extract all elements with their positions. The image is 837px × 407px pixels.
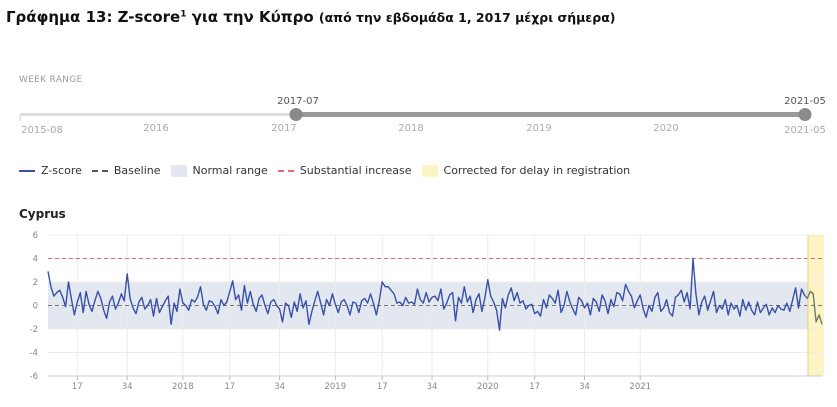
x-tick-label: 17 [72,382,83,392]
chart-title: Cyprus [19,207,66,221]
legend-item-normal-range[interactable]: Normal range [170,164,268,177]
y-tick-label: 6 [33,231,38,241]
z-score-corrected-segment [803,290,823,325]
range-end-value: 2021-05 [784,96,826,107]
legend-item-substantial-increase[interactable]: Substantial increase [277,164,412,177]
range-start-value: 2017-07 [277,96,319,107]
legend-label: Substantial increase [299,164,412,177]
y-tick-label: 0 [33,302,38,312]
x-tick-label: 34 [122,382,133,392]
legend-label: Corrected for delay in registration [443,164,631,177]
x-tick-label: 34 [427,382,438,392]
chart-legend: Z-score Baseline Normal range Substantia… [19,164,640,177]
legend-label: Z-score [41,164,82,177]
range-year-label: 2016 [143,123,168,134]
y-axis: 6 4 2 0 -2 -4 -6 [30,231,38,382]
range-year-label: 2019 [526,123,551,134]
x-axis: 17 34 2018 17 34 2019 17 34 2020 17 34 2021 [48,375,822,392]
x-tick-label: 17 [377,382,388,392]
z-score-chart: 6 4 2 0 -2 -4 -6 17 34 2018 17 34 2019 17 34 2020 17 34 2… [30,231,824,392]
week-range-slider[interactable]: 2017-07 2021-05 2015-08 2021-05 2016 2017… [19,96,826,136]
z-score-series-line [47,257,808,331]
range-end-handle[interactable] [798,108,812,121]
heading-sub: (από την εβδομάδα 1, 2017 μέχρι σήμερα) [318,10,616,25]
corrected-swatch [421,164,438,177]
x-tick-label: 34 [274,382,285,392]
range-start-handle[interactable] [289,108,303,121]
range-year-labels: 2016 2017 2018 2019 2020 [143,123,678,134]
x-tick-label: 2021 [629,382,651,392]
range-selected-track[interactable] [296,112,805,117]
range-axis-start: 2015-08 [21,125,63,136]
legend-label: Baseline [113,164,161,177]
x-tick-label: 17 [529,382,540,392]
range-year-label: 2017 [271,123,296,134]
y-tick-label: -4 [30,349,38,359]
y-tick-label: 4 [33,255,38,265]
x-tick-label: 2018 [172,382,194,392]
zscore-swatch [19,169,35,172]
legend-item-corrected[interactable]: Corrected for delay in registration [421,164,631,177]
y-tick-label: 2 [33,278,38,288]
substantial-increase-swatch [277,169,294,172]
range-year-label: 2018 [398,123,423,134]
normal-range-swatch [170,164,187,177]
heading-middle: για την Κύπρο [186,8,319,26]
range-year-label: 2020 [653,123,678,134]
legend-item-baseline[interactable]: Baseline [91,164,161,177]
baseline-swatch [91,169,108,172]
x-tick-label: 17 [224,382,235,392]
x-tick-label: 2019 [324,382,346,392]
x-tick-label: 34 [579,382,590,392]
y-tick-label: -6 [30,372,38,382]
heading-footnote-mark: 1 [180,9,187,20]
x-tick-label: 2020 [477,382,499,392]
range-axis-end: 2021-05 [784,125,826,136]
heading-main: Γράφημα 13: Z-score [6,8,181,26]
legend-label: Normal range [192,164,268,177]
week-range-label: WEEK RANGE [19,75,83,85]
legend-item-zscore[interactable]: Z-score [19,164,82,177]
y-tick-label: -2 [30,325,38,335]
figure-heading: Γράφημα 13: Z-score1 για την Κύπρο (από … [6,8,616,26]
